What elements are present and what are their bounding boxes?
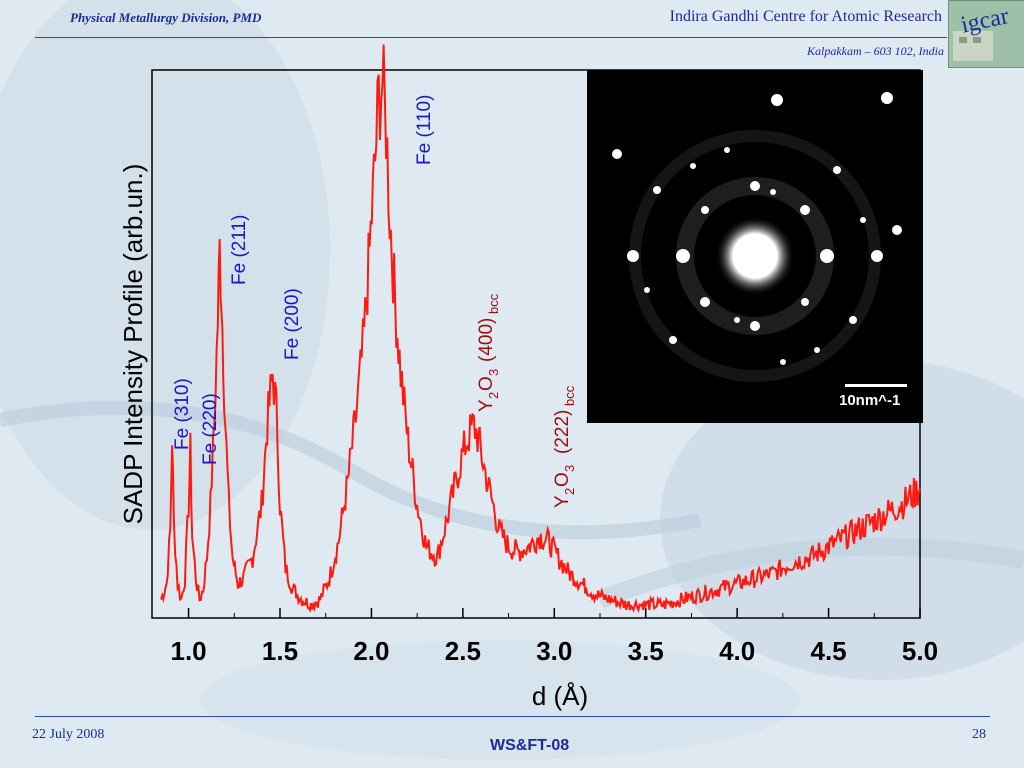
x-tick-label: 1.0 [170,636,206,666]
x-tick-label: 1.5 [262,636,298,666]
y-axis-label: SADP Intensity Profile (arb.un.) [118,164,148,525]
annotation-y2o3-400: Y 2 O 3 (400) bcc [476,293,501,412]
x-tick-label: 4.5 [810,636,846,666]
division-label: Physical Metallurgy Division, PMD [70,10,262,25]
x-axis-label: d (Å) [532,681,588,711]
institute-name: Indira Gandhi Centre for Atomic Research [669,8,942,25]
y2o3-222-o: O [552,472,573,487]
annotation-fe-220: Fe (220) [200,393,221,465]
x-tick-label: 3.0 [536,636,572,666]
y2o3-400-o: O [476,376,497,391]
x-tick-label: 2.5 [445,636,481,666]
sadp-diffraction-icon [612,92,907,387]
igcar-logo: igcar [948,0,1024,68]
y2o3-400-sub3: 3 [486,369,501,376]
footer-date: 22 July 2008 [32,727,105,742]
y2o3-222-bcc: bcc [562,385,577,406]
sadp-pattern-image: 10nm^-1 [587,70,923,423]
y2o3-222-sub3: 3 [562,465,577,472]
annotation-y2o3-222: Y 2 O 3 (222) bcc [552,385,577,508]
x-tick-label: 5.0 [902,636,938,666]
scale-bar [845,384,907,387]
footer-divider [35,716,990,717]
annotation-fe-211: Fe (211) [229,215,250,285]
annotation-fe-110: Fe (110) [414,95,435,165]
scale-label: 10nm^-1 [839,392,901,409]
annotation-fe-200: Fe (200) [282,288,303,360]
x-tick-label: 2.0 [353,636,389,666]
institute-address: Kalpakkam – 603 102, India [807,44,944,58]
y2o3-400-plane: (400) [476,318,497,362]
annotation-fe-310: Fe (310) [172,378,193,450]
intensity-trace [160,44,921,614]
y2o3-400-y: Y [476,399,497,412]
x-tick-label: 4.0 [719,636,755,666]
y2o3-400-sub2: 2 [486,392,501,399]
y2o3-222-plane: (222) [552,410,573,454]
header-divider [35,37,947,38]
footer-event: WS&FT-08 [490,737,570,754]
page-number: 28 [972,727,986,742]
y2o3-222-sub2: 2 [562,488,577,495]
y2o3-400-bcc: bcc [486,293,501,314]
y2o3-222-y: Y [552,495,573,508]
x-tick-label: 3.5 [628,636,664,666]
igcar-logo-icon: igcar [953,3,1011,61]
